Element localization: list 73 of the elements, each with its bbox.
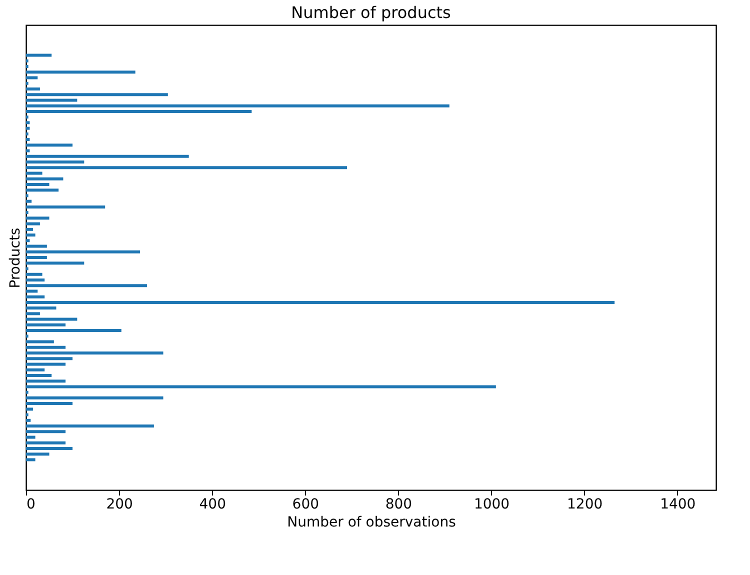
bar: [26, 452, 50, 456]
bar: [26, 436, 36, 439]
bar: [26, 126, 30, 130]
x-tick-label: 800: [385, 496, 412, 512]
bar: [26, 446, 73, 450]
bar: [26, 149, 30, 152]
x-tick-label: 1200: [567, 496, 603, 512]
bar: [26, 300, 615, 304]
x-tick-label: 1400: [660, 496, 696, 512]
bar: [26, 295, 45, 298]
bar: [26, 87, 40, 90]
chart-title: Number of products: [291, 3, 451, 22]
bar: [26, 385, 496, 388]
bar: [26, 188, 59, 192]
x-tick-label: 0: [26, 496, 36, 512]
x-tick-label: 1000: [474, 496, 510, 512]
bar: [26, 408, 33, 411]
bar: [26, 76, 38, 80]
bar: [26, 362, 66, 366]
bar: [26, 329, 122, 332]
bar: [26, 110, 252, 113]
bar: [26, 104, 450, 108]
bar: [26, 346, 66, 349]
bar: [26, 200, 32, 203]
bar: [26, 262, 84, 265]
bar: [26, 318, 78, 321]
bar: [26, 306, 56, 310]
bar: [26, 70, 136, 74]
bar: [26, 54, 52, 57]
bar: [26, 138, 30, 142]
x-axis-title: Number of observations: [287, 514, 456, 530]
bar: [26, 278, 45, 282]
bar: [26, 424, 154, 428]
bar: [26, 216, 50, 220]
bar: [26, 166, 348, 170]
bar: [26, 160, 84, 164]
bar: [26, 121, 30, 124]
bar: [26, 418, 31, 422]
bar: [26, 272, 42, 276]
bar: [26, 98, 78, 102]
bar: [26, 172, 42, 175]
bar: [26, 323, 66, 326]
bar: [26, 290, 38, 293]
bar: [26, 205, 106, 208]
bar: [26, 458, 36, 462]
bar: [26, 228, 33, 231]
bar: [26, 312, 40, 316]
bar: [26, 250, 140, 254]
x-tick-label: 200: [106, 496, 133, 512]
bar: [26, 430, 66, 434]
y-axis-title: Products: [8, 228, 24, 288]
x-tick-label: 600: [292, 496, 320, 512]
bar: [26, 284, 147, 288]
x-tick-label: 400: [199, 496, 226, 512]
bar: [26, 441, 66, 444]
bar: [26, 256, 47, 259]
bar: [26, 154, 189, 158]
bar: [26, 239, 30, 242]
bar: [26, 402, 73, 406]
bar: [26, 93, 168, 96]
bar: [26, 374, 52, 377]
bar: [26, 182, 50, 186]
bar: [26, 222, 40, 226]
bar: [26, 244, 47, 248]
bar: [26, 144, 73, 147]
bar: [26, 351, 164, 354]
bar: [26, 368, 45, 372]
bar: [26, 380, 66, 383]
bar: [26, 234, 36, 237]
bar: [26, 340, 54, 344]
bar: [26, 396, 164, 400]
bar: [26, 177, 64, 180]
bar: [26, 357, 73, 360]
